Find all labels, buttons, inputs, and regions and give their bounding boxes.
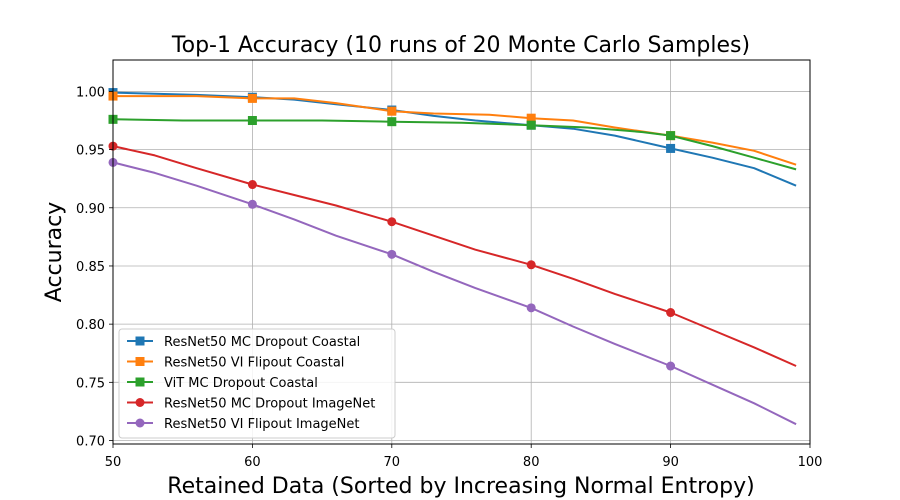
x-tick-label: 60 xyxy=(244,455,261,470)
y-tick-label: 0.70 xyxy=(76,435,105,450)
legend: ResNet50 MC Dropout Coastal ResNet50 VI F… xyxy=(118,328,396,439)
legend-box xyxy=(118,328,396,439)
x-tick-label: 50 xyxy=(105,455,122,470)
data-point-vit-mc-dropout-coastal xyxy=(387,117,397,127)
legend-entry-label: ResNet50 VI Flipout ImageNet xyxy=(164,417,359,432)
data-point-vit-mc-dropout-coastal xyxy=(526,120,536,130)
data-point-resnet50-vi-flipout-coastal xyxy=(526,113,536,123)
x-tick-label: 70 xyxy=(384,455,401,470)
y-tick-label: 0.80 xyxy=(76,318,105,333)
y-tick-label: 0.90 xyxy=(76,202,105,217)
series-line-resnet50-vi-flipout-coastal xyxy=(113,95,797,166)
data-point-resnet50-vi-flipout-imagenet xyxy=(526,303,536,313)
data-point-resnet50-mc-dropout-coastal xyxy=(666,143,676,153)
y-tick-label: 0.75 xyxy=(76,376,105,391)
x-tick-label: 90 xyxy=(662,455,679,470)
legend-entry-label: ViT MC Dropout Coastal xyxy=(164,376,318,391)
legend-entry-label: ResNet50 MC Dropout Coastal xyxy=(164,335,360,350)
axis-ticks: 50 60 70 80 90 100 0.70 0.75 0.80 0.85 0.90 0.95 1.0… xyxy=(76,85,822,470)
data-point-resnet50-mc-dropout-imagenet xyxy=(387,217,397,227)
legend-swatch-marker xyxy=(135,398,145,407)
y-tick-label: 1.00 xyxy=(76,85,105,100)
data-point-resnet50-vi-flipout-imagenet xyxy=(247,199,257,209)
legend-entry-label: ResNet50 VI Flipout Coastal xyxy=(164,356,344,371)
y-tick-label: 0.85 xyxy=(76,260,105,275)
y-tick-label: 0.95 xyxy=(76,144,105,159)
data-point-resnet50-mc-dropout-imagenet xyxy=(666,308,676,318)
data-point-resnet50-mc-dropout-imagenet xyxy=(526,260,536,270)
data-point-resnet50-vi-flipout-coastal xyxy=(387,106,397,116)
data-point-vit-mc-dropout-coastal xyxy=(247,116,257,126)
legend-swatch-marker xyxy=(135,418,145,428)
legend-entry-label: ResNet50 MC Dropout ImageNet xyxy=(164,397,375,412)
x-tick-label: 100 xyxy=(798,455,823,470)
x-axis-label: Retained Data (Sorted by Increasing Norm… xyxy=(167,474,754,499)
y-axis-label: Accuracy xyxy=(42,202,67,302)
legend-swatch-marker xyxy=(135,377,145,387)
x-tick-label: 80 xyxy=(523,455,540,470)
legend-swatch-marker xyxy=(135,357,145,366)
chart-title: Top-1 Accuracy (10 runs of 20 Monte Carl… xyxy=(171,33,750,58)
plot-frame xyxy=(112,59,811,445)
series-line-resnet50-mc-dropout-coastal xyxy=(112,91,797,187)
series-line-resnet50-mc-dropout-imagenet xyxy=(112,145,797,367)
data-point-resnet50-vi-flipout-imagenet xyxy=(666,361,676,371)
legend-swatch-marker xyxy=(135,336,145,346)
data-point-resnet50-vi-flipout-imagenet xyxy=(387,249,397,259)
series-line-resnet50-vi-flipout-imagenet xyxy=(112,161,797,426)
data-point-resnet50-vi-flipout-coastal xyxy=(247,93,257,103)
data-point-resnet50-mc-dropout-imagenet xyxy=(247,180,257,190)
data-point-vit-mc-dropout-coastal xyxy=(666,131,676,141)
